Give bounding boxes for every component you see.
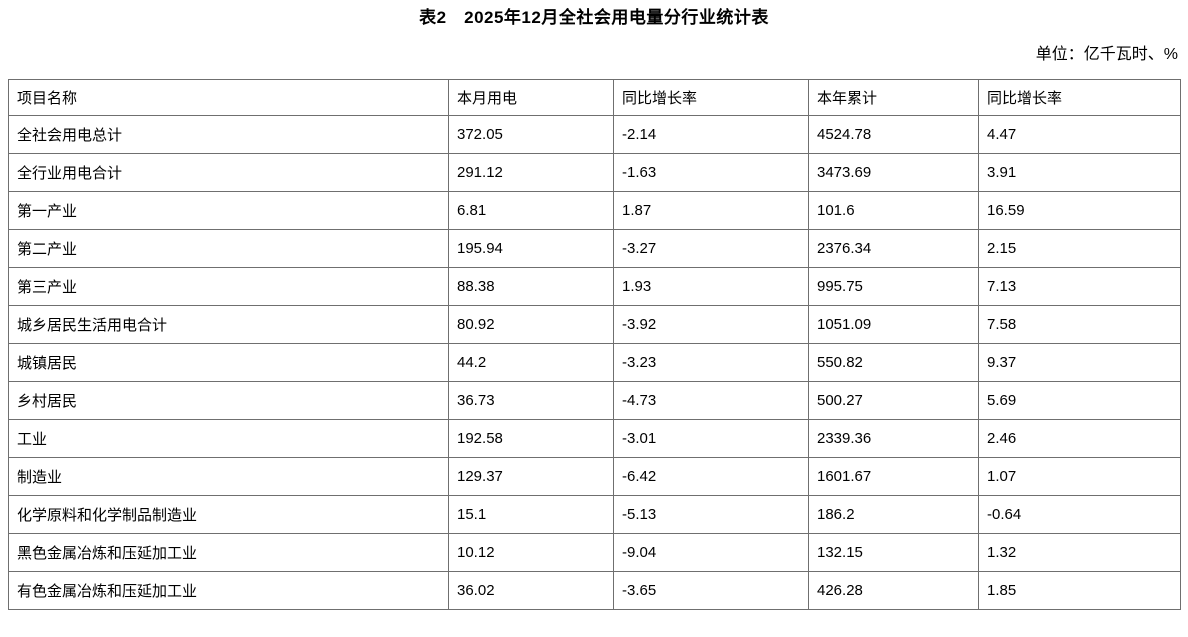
table-row: 化学原料和化学制品制造业 15.1 -5.13 186.2 -0.64 — [8, 495, 1181, 534]
table-row: 城乡居民生活用电合计 80.92 -3.92 1051.09 7.58 — [8, 305, 1181, 344]
cell-ytd-usage: 4524.78 — [808, 115, 979, 154]
header-row: 项目名称 本月用电 同比增长率 本年累计 同比增长率 — [8, 79, 1181, 116]
cell-month-yoy: -9.04 — [613, 533, 809, 572]
table-row: 黑色金属冶炼和压延加工业 10.12 -9.04 132.15 1.32 — [8, 533, 1181, 572]
cell-month-yoy: -3.27 — [613, 229, 809, 268]
cell-item-name: 黑色金属冶炼和压延加工业 — [8, 533, 449, 572]
cell-month-yoy: -3.23 — [613, 343, 809, 382]
cell-month-yoy: -3.65 — [613, 571, 809, 610]
column-header-item-name: 项目名称 — [8, 79, 449, 116]
cell-month-usage: 129.37 — [448, 457, 614, 496]
cell-item-name: 第二产业 — [8, 229, 449, 268]
cell-month-yoy: 1.93 — [613, 267, 809, 306]
column-header-ytd-yoy: 同比增长率 — [978, 79, 1181, 116]
cell-ytd-usage: 995.75 — [808, 267, 979, 306]
cell-month-yoy: -3.92 — [613, 305, 809, 344]
cell-month-yoy: -4.73 — [613, 381, 809, 420]
cell-ytd-yoy: 2.15 — [978, 229, 1181, 268]
cell-ytd-usage: 2376.34 — [808, 229, 979, 268]
cell-month-yoy: -5.13 — [613, 495, 809, 534]
cell-ytd-usage: 2339.36 — [808, 419, 979, 458]
cell-ytd-usage: 1051.09 — [808, 305, 979, 344]
cell-ytd-yoy: 16.59 — [978, 191, 1181, 230]
cell-item-name: 全行业用电合计 — [8, 153, 449, 192]
cell-month-usage: 36.02 — [448, 571, 614, 610]
cell-month-usage: 6.81 — [448, 191, 614, 230]
cell-ytd-usage: 550.82 — [808, 343, 979, 382]
cell-item-name: 化学原料和化学制品制造业 — [8, 495, 449, 534]
cell-item-name: 制造业 — [8, 457, 449, 496]
table-row: 制造业 129.37 -6.42 1601.67 1.07 — [8, 457, 1181, 496]
cell-ytd-yoy: 9.37 — [978, 343, 1181, 382]
cell-ytd-yoy: 5.69 — [978, 381, 1181, 420]
cell-ytd-usage: 1601.67 — [808, 457, 979, 496]
cell-item-name: 乡村居民 — [8, 381, 449, 420]
cell-month-usage: 10.12 — [448, 533, 614, 572]
cell-item-name: 城镇居民 — [8, 343, 449, 382]
cell-month-yoy: -6.42 — [613, 457, 809, 496]
table-row: 第二产业 195.94 -3.27 2376.34 2.15 — [8, 229, 1181, 268]
statistics-table: 项目名称 本月用电 同比增长率 本年累计 同比增长率 全社会用电总计 372.0… — [8, 79, 1181, 610]
cell-ytd-yoy: 1.32 — [978, 533, 1181, 572]
cell-month-usage: 80.92 — [448, 305, 614, 344]
table-row: 工业 192.58 -3.01 2339.36 2.46 — [8, 419, 1181, 458]
table-row: 城镇居民 44.2 -3.23 550.82 9.37 — [8, 343, 1181, 382]
cell-month-usage: 192.58 — [448, 419, 614, 458]
cell-ytd-yoy: 4.47 — [978, 115, 1181, 154]
cell-month-yoy: -2.14 — [613, 115, 809, 154]
cell-ytd-yoy: 7.58 — [978, 305, 1181, 344]
cell-item-name: 第三产业 — [8, 267, 449, 306]
cell-ytd-yoy: 2.46 — [978, 419, 1181, 458]
cell-ytd-yoy: 3.91 — [978, 153, 1181, 192]
unit-note: 单位：亿千瓦时、% — [1035, 46, 1178, 63]
page-title: 表2 2025年12月全社会用电量分行业统计表 — [419, 8, 769, 27]
table-row: 乡村居民 36.73 -4.73 500.27 5.69 — [8, 381, 1181, 420]
cell-ytd-usage: 3473.69 — [808, 153, 979, 192]
cell-month-usage: 15.1 — [448, 495, 614, 534]
cell-item-name: 第一产业 — [8, 191, 449, 230]
cell-ytd-yoy: 1.85 — [978, 571, 1181, 610]
table-row: 有色金属冶炼和压延加工业 36.02 -3.65 426.28 1.85 — [8, 571, 1181, 610]
cell-item-name: 工业 — [8, 419, 449, 458]
table-row: 第一产业 6.81 1.87 101.6 16.59 — [8, 191, 1181, 230]
cell-month-usage: 36.73 — [448, 381, 614, 420]
table-row: 全行业用电合计 291.12 -1.63 3473.69 3.91 — [8, 153, 1181, 192]
cell-month-yoy: 1.87 — [613, 191, 809, 230]
cell-ytd-yoy: 1.07 — [978, 457, 1181, 496]
cell-ytd-usage: 500.27 — [808, 381, 979, 420]
cell-ytd-usage: 132.15 — [808, 533, 979, 572]
cell-ytd-yoy: 7.13 — [978, 267, 1181, 306]
cell-item-name: 有色金属冶炼和压延加工业 — [8, 571, 449, 610]
cell-month-usage: 372.05 — [448, 115, 614, 154]
cell-item-name: 全社会用电总计 — [8, 115, 449, 154]
cell-month-usage: 44.2 — [448, 343, 614, 382]
cell-item-name: 城乡居民生活用电合计 — [8, 305, 449, 344]
cell-ytd-usage: 426.28 — [808, 571, 979, 610]
cell-month-usage: 291.12 — [448, 153, 614, 192]
table-row: 全社会用电总计 372.05 -2.14 4524.78 4.47 — [8, 115, 1181, 154]
cell-ytd-usage: 186.2 — [808, 495, 979, 534]
cell-ytd-yoy: -0.64 — [978, 495, 1181, 534]
cell-ytd-usage: 101.6 — [808, 191, 979, 230]
column-header-month-yoy: 同比增长率 — [613, 79, 809, 116]
cell-month-usage: 88.38 — [448, 267, 614, 306]
table-row: 第三产业 88.38 1.93 995.75 7.13 — [8, 267, 1181, 306]
column-header-ytd-usage: 本年累计 — [808, 79, 979, 116]
cell-month-usage: 195.94 — [448, 229, 614, 268]
column-header-month-usage: 本月用电 — [448, 79, 614, 116]
cell-month-yoy: -1.63 — [613, 153, 809, 192]
cell-month-yoy: -3.01 — [613, 419, 809, 458]
